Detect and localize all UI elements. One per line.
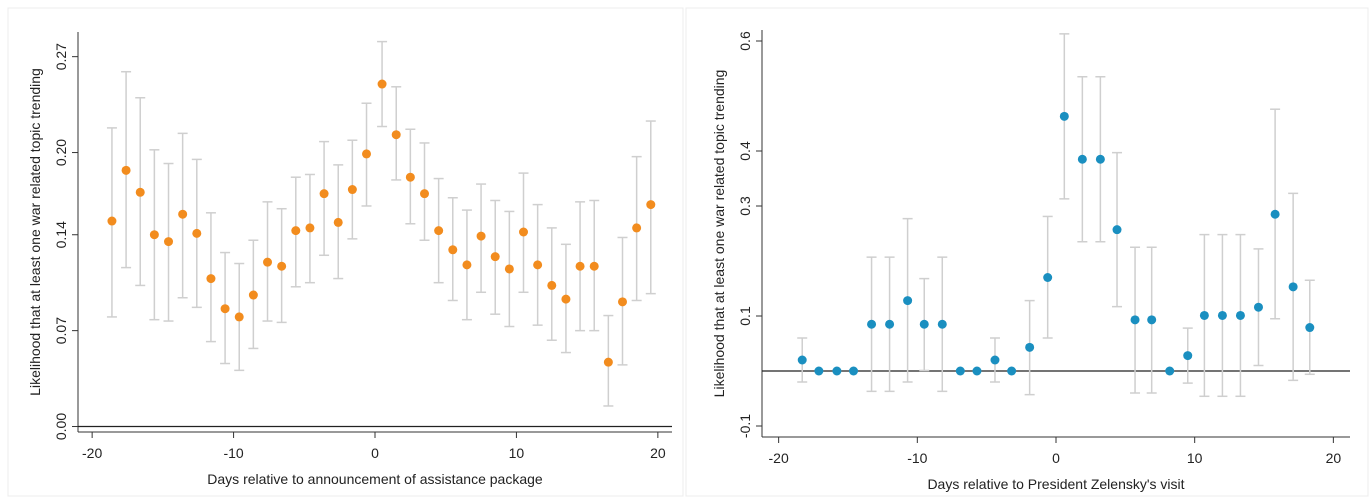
data-point	[504, 264, 514, 274]
data-point	[1235, 310, 1245, 320]
x-tick-label: 0	[371, 445, 379, 461]
data-point	[533, 260, 543, 270]
data-point	[919, 319, 929, 329]
x-tick-label: 10	[509, 445, 525, 461]
data-point	[291, 226, 301, 236]
data-point	[476, 231, 486, 241]
data-point	[955, 366, 965, 376]
y-tick-label: 0.6	[737, 31, 753, 51]
data-point	[990, 355, 1000, 365]
data-point	[263, 257, 273, 267]
data-point	[135, 187, 145, 197]
data-point	[937, 319, 947, 329]
right-chart-panel: -0.1 0.1 0.3 0.4 0.6 -20 -10 0 10 20 Days relative…	[685, 7, 1369, 497]
y-axis-title: Likelihood that at least one war related…	[27, 68, 43, 396]
data-point	[519, 227, 528, 237]
data-point	[220, 304, 230, 314]
data-point	[1025, 342, 1035, 352]
data-point	[333, 217, 343, 227]
data-point	[1165, 366, 1175, 376]
data-point	[121, 165, 131, 175]
data-point	[561, 294, 571, 304]
data-point	[1147, 315, 1157, 325]
data-point	[1095, 154, 1105, 164]
data-point	[149, 230, 159, 240]
left-chart-panel: 0.00 0.07 0.14 0.20 0.27 -20 -10 0 10 20 Days rela…	[7, 7, 684, 497]
data-point	[377, 79, 387, 89]
data-point	[1077, 154, 1087, 164]
panel-frame	[685, 7, 1369, 497]
data-point	[1043, 273, 1053, 282]
data-point	[575, 261, 585, 271]
data-point	[206, 274, 216, 284]
data-point	[1305, 323, 1315, 333]
data-point	[885, 319, 895, 329]
y-tick-label: 0.4	[737, 141, 753, 161]
data-point	[903, 296, 913, 306]
x-tick-label: -20	[82, 445, 102, 461]
data-point	[1217, 310, 1227, 320]
y-tick-label: 0.27	[53, 43, 69, 70]
data-point	[1253, 302, 1263, 312]
data-point	[434, 226, 444, 236]
data-point	[589, 261, 599, 271]
data-point	[867, 319, 877, 329]
data-point	[1270, 209, 1280, 219]
x-tick-label: 20	[1326, 450, 1342, 466]
data-point	[391, 130, 401, 140]
data-point	[248, 290, 258, 300]
data-point	[832, 366, 842, 376]
data-point	[1288, 282, 1298, 292]
data-point	[1007, 366, 1017, 376]
data-point	[849, 366, 859, 376]
data-point	[1059, 111, 1069, 121]
data-point	[632, 223, 642, 233]
data-point	[405, 172, 415, 182]
data-point	[1130, 315, 1140, 325]
x-tick-label: 10	[1187, 450, 1203, 466]
y-axis-title: Likelihood that at least one war related…	[711, 70, 727, 398]
x-tick-label: -10	[907, 450, 927, 466]
data-point	[547, 280, 557, 290]
data-point	[234, 312, 244, 322]
data-point	[277, 261, 287, 271]
data-point	[178, 209, 188, 219]
data-point	[347, 185, 357, 195]
data-point	[1199, 310, 1209, 320]
data-point	[603, 357, 613, 367]
data-point	[814, 366, 824, 376]
data-point	[305, 223, 315, 233]
y-tick-label: 0.07	[53, 317, 69, 344]
y-tick-label: 0.14	[53, 221, 69, 248]
y-tick-label: -0.1	[737, 414, 753, 438]
data-point	[448, 245, 458, 255]
x-tick-label: 20	[650, 445, 666, 461]
data-point	[490, 252, 500, 262]
confidence-interval	[319, 140, 330, 257]
y-tick-label: 0.20	[53, 139, 69, 166]
data-point	[319, 189, 329, 199]
data-point	[192, 228, 202, 238]
data-point	[646, 200, 656, 210]
data-point	[1112, 225, 1122, 235]
data-point	[462, 260, 472, 270]
data-point	[1183, 351, 1193, 361]
y-tick-label: 0.00	[53, 413, 69, 440]
data-point	[972, 366, 982, 376]
data-point	[362, 149, 372, 159]
data-point	[107, 216, 117, 226]
panel-frame	[7, 7, 684, 497]
x-axis-title: Days relative to announcement of assista…	[207, 471, 543, 487]
data-point	[164, 237, 174, 247]
data-point	[420, 189, 429, 199]
x-tick-label: -20	[769, 450, 789, 466]
data-point	[797, 355, 807, 365]
data-point	[618, 297, 627, 307]
x-tick-label: -10	[223, 445, 243, 461]
x-tick-label: 0	[1052, 450, 1060, 466]
y-tick-label: 0.1	[737, 306, 753, 326]
x-axis-title: Days relative to President Zelensky's vi…	[927, 476, 1184, 492]
y-tick-label: 0.3	[737, 196, 753, 216]
